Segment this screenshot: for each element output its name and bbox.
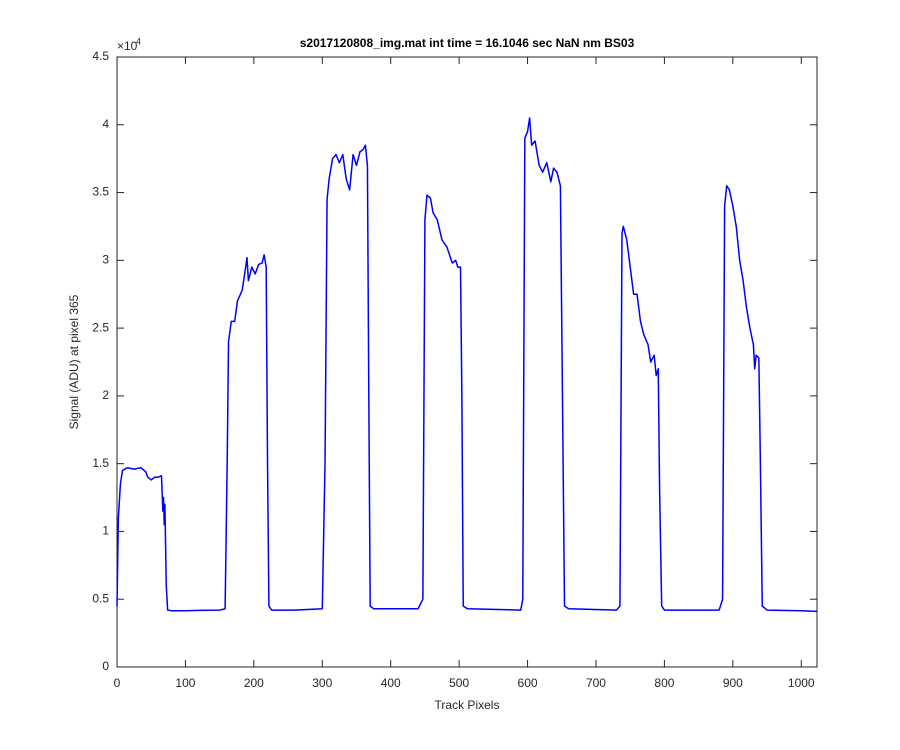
plot-frame [116, 56, 818, 668]
y-multiplier-exponent: 4 [136, 36, 141, 46]
chart-title: s2017120808_img.mat int time = 16.1046 s… [300, 36, 635, 50]
y-tick-label: 2.5 [92, 320, 109, 334]
x-tick-label: 600 [518, 676, 538, 690]
y-tick-label: 4.5 [92, 49, 109, 63]
x-tick-label: 700 [586, 676, 606, 690]
y-tick-label: 2 [102, 388, 109, 402]
data-line [116, 117, 818, 613]
y-tick-label: 1 [102, 524, 109, 538]
x-tick-label: 800 [654, 676, 674, 690]
y-tick-label: 0 [102, 659, 109, 673]
y-tick-label: 1.5 [92, 456, 109, 470]
x-tick-label: 900 [723, 676, 743, 690]
y-tick-label: 3.5 [92, 185, 109, 199]
y-tick-label: 3 [102, 253, 109, 267]
y-multiplier: ×10 [117, 39, 138, 53]
x-tick-label: 500 [449, 676, 469, 690]
x-tick-label: 100 [175, 676, 195, 690]
y-tick-label: 0.5 [92, 591, 109, 605]
y-tick-label: 4 [102, 117, 109, 131]
x-tick-label: 0 [114, 676, 121, 690]
x-axis-label: Track Pixels [435, 698, 500, 712]
x-tick-label: 200 [244, 676, 264, 690]
y-axis-label: Signal (ADU) at pixel 365 [67, 294, 81, 429]
x-tick-label: 300 [312, 676, 332, 690]
x-tick-label: 1000 [788, 676, 815, 690]
x-tick-label: 400 [381, 676, 401, 690]
